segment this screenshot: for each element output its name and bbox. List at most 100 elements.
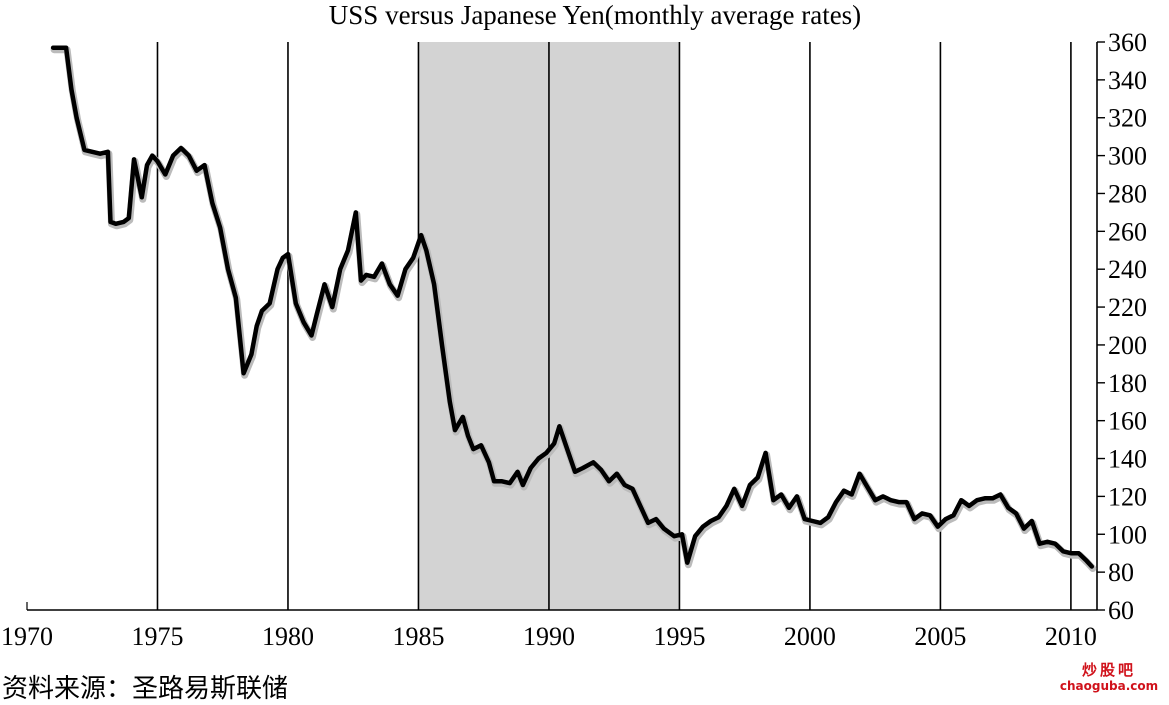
data-point [803, 517, 806, 521]
data-point [573, 470, 577, 473]
data-point [109, 220, 112, 224]
y-tick-label-100: 100 [1108, 520, 1147, 549]
data-point [581, 466, 585, 470]
data-point [936, 525, 940, 528]
data-point [432, 283, 436, 286]
data-point [372, 275, 376, 278]
data-point [826, 516, 830, 519]
data-point [260, 309, 264, 313]
data-point [599, 468, 603, 472]
data-point [466, 434, 470, 438]
data-point [323, 283, 326, 286]
data-point [83, 148, 86, 152]
data-point [795, 495, 799, 498]
data-point [203, 163, 206, 167]
data-point [51, 46, 55, 49]
x-tick-label-1985: 1985 [392, 622, 444, 651]
data-point [218, 226, 222, 229]
data-point [302, 321, 305, 324]
data-point [132, 158, 136, 161]
data-point [500, 480, 504, 483]
data-point [873, 498, 877, 502]
data-point [983, 497, 986, 500]
data-point [529, 466, 532, 470]
y-tick-label-180: 180 [1108, 369, 1147, 398]
data-point [1014, 512, 1018, 515]
series-layer [50, 45, 1097, 572]
y-tick-label-60: 60 [1108, 596, 1134, 625]
data-point [787, 506, 791, 509]
data-point [780, 493, 783, 496]
data-point [234, 296, 237, 299]
data-point [354, 211, 358, 214]
data-point [472, 447, 475, 451]
data-point [404, 268, 407, 271]
data-point [999, 493, 1002, 496]
data-point [662, 527, 665, 530]
data-point [122, 220, 125, 224]
data-point [733, 487, 736, 491]
y-tick-label-240: 240 [1108, 255, 1147, 284]
data-point [639, 504, 642, 508]
data-point [858, 472, 861, 475]
data-point [952, 514, 955, 517]
y-tick-label-80: 80 [1108, 558, 1134, 587]
x-tick-label-2010: 2010 [1045, 622, 1097, 651]
data-point [1007, 506, 1010, 509]
data-point [145, 163, 149, 167]
data-point [834, 500, 838, 504]
data-point [740, 504, 744, 508]
data-point [545, 451, 548, 455]
data-point [171, 154, 175, 157]
y-tick-label-220: 220 [1108, 293, 1147, 322]
y-tick-label-280: 280 [1108, 179, 1147, 208]
data-point [1046, 540, 1049, 544]
data-point [98, 152, 102, 155]
data-point [913, 517, 916, 521]
data-point [151, 154, 154, 157]
data-point [1054, 542, 1057, 545]
data-point [359, 279, 363, 282]
data-point [558, 425, 561, 428]
data-point [654, 517, 658, 521]
data-point [566, 447, 569, 451]
data-point [380, 262, 384, 265]
data-point [396, 294, 399, 297]
data-point [268, 302, 271, 305]
data-point [889, 498, 893, 502]
x-tick-label-2000: 2000 [784, 622, 836, 651]
data-point [1085, 559, 1088, 562]
y-tick-label-320: 320 [1108, 104, 1147, 133]
data-point [615, 472, 619, 475]
data-point [920, 512, 924, 515]
data-point [673, 534, 676, 538]
data-point [346, 249, 350, 252]
data-point [461, 415, 465, 419]
data-point [623, 483, 626, 487]
data-point [1061, 550, 1065, 553]
data-point [388, 283, 391, 286]
data-point [1030, 519, 1033, 523]
y-tick-label-160: 160 [1108, 407, 1147, 436]
tick-labels-layer: 60 80 100 120 140 160 180 200 220 240 260 280 300 320… [1, 28, 1147, 651]
y-tick-label-200: 200 [1108, 331, 1147, 360]
data-point [646, 521, 650, 525]
source-note: 资料来源：圣路易斯联储 [2, 674, 289, 704]
data-point [709, 519, 712, 523]
y-tick-label-140: 140 [1108, 445, 1147, 474]
y-tick-label-260: 260 [1108, 217, 1147, 246]
data-point [286, 252, 290, 256]
data-point [537, 457, 540, 460]
data-point [701, 525, 705, 528]
data-point [114, 222, 117, 225]
y-tick-label-360: 360 [1108, 28, 1147, 57]
data-point [1069, 552, 1073, 555]
y-tick-label-300: 300 [1108, 142, 1147, 171]
data-point [881, 495, 885, 498]
data-point [592, 461, 595, 464]
data-point [717, 516, 720, 519]
data-point [552, 442, 556, 445]
data-point [91, 150, 94, 154]
data-point [944, 517, 947, 521]
data-point [607, 480, 611, 483]
